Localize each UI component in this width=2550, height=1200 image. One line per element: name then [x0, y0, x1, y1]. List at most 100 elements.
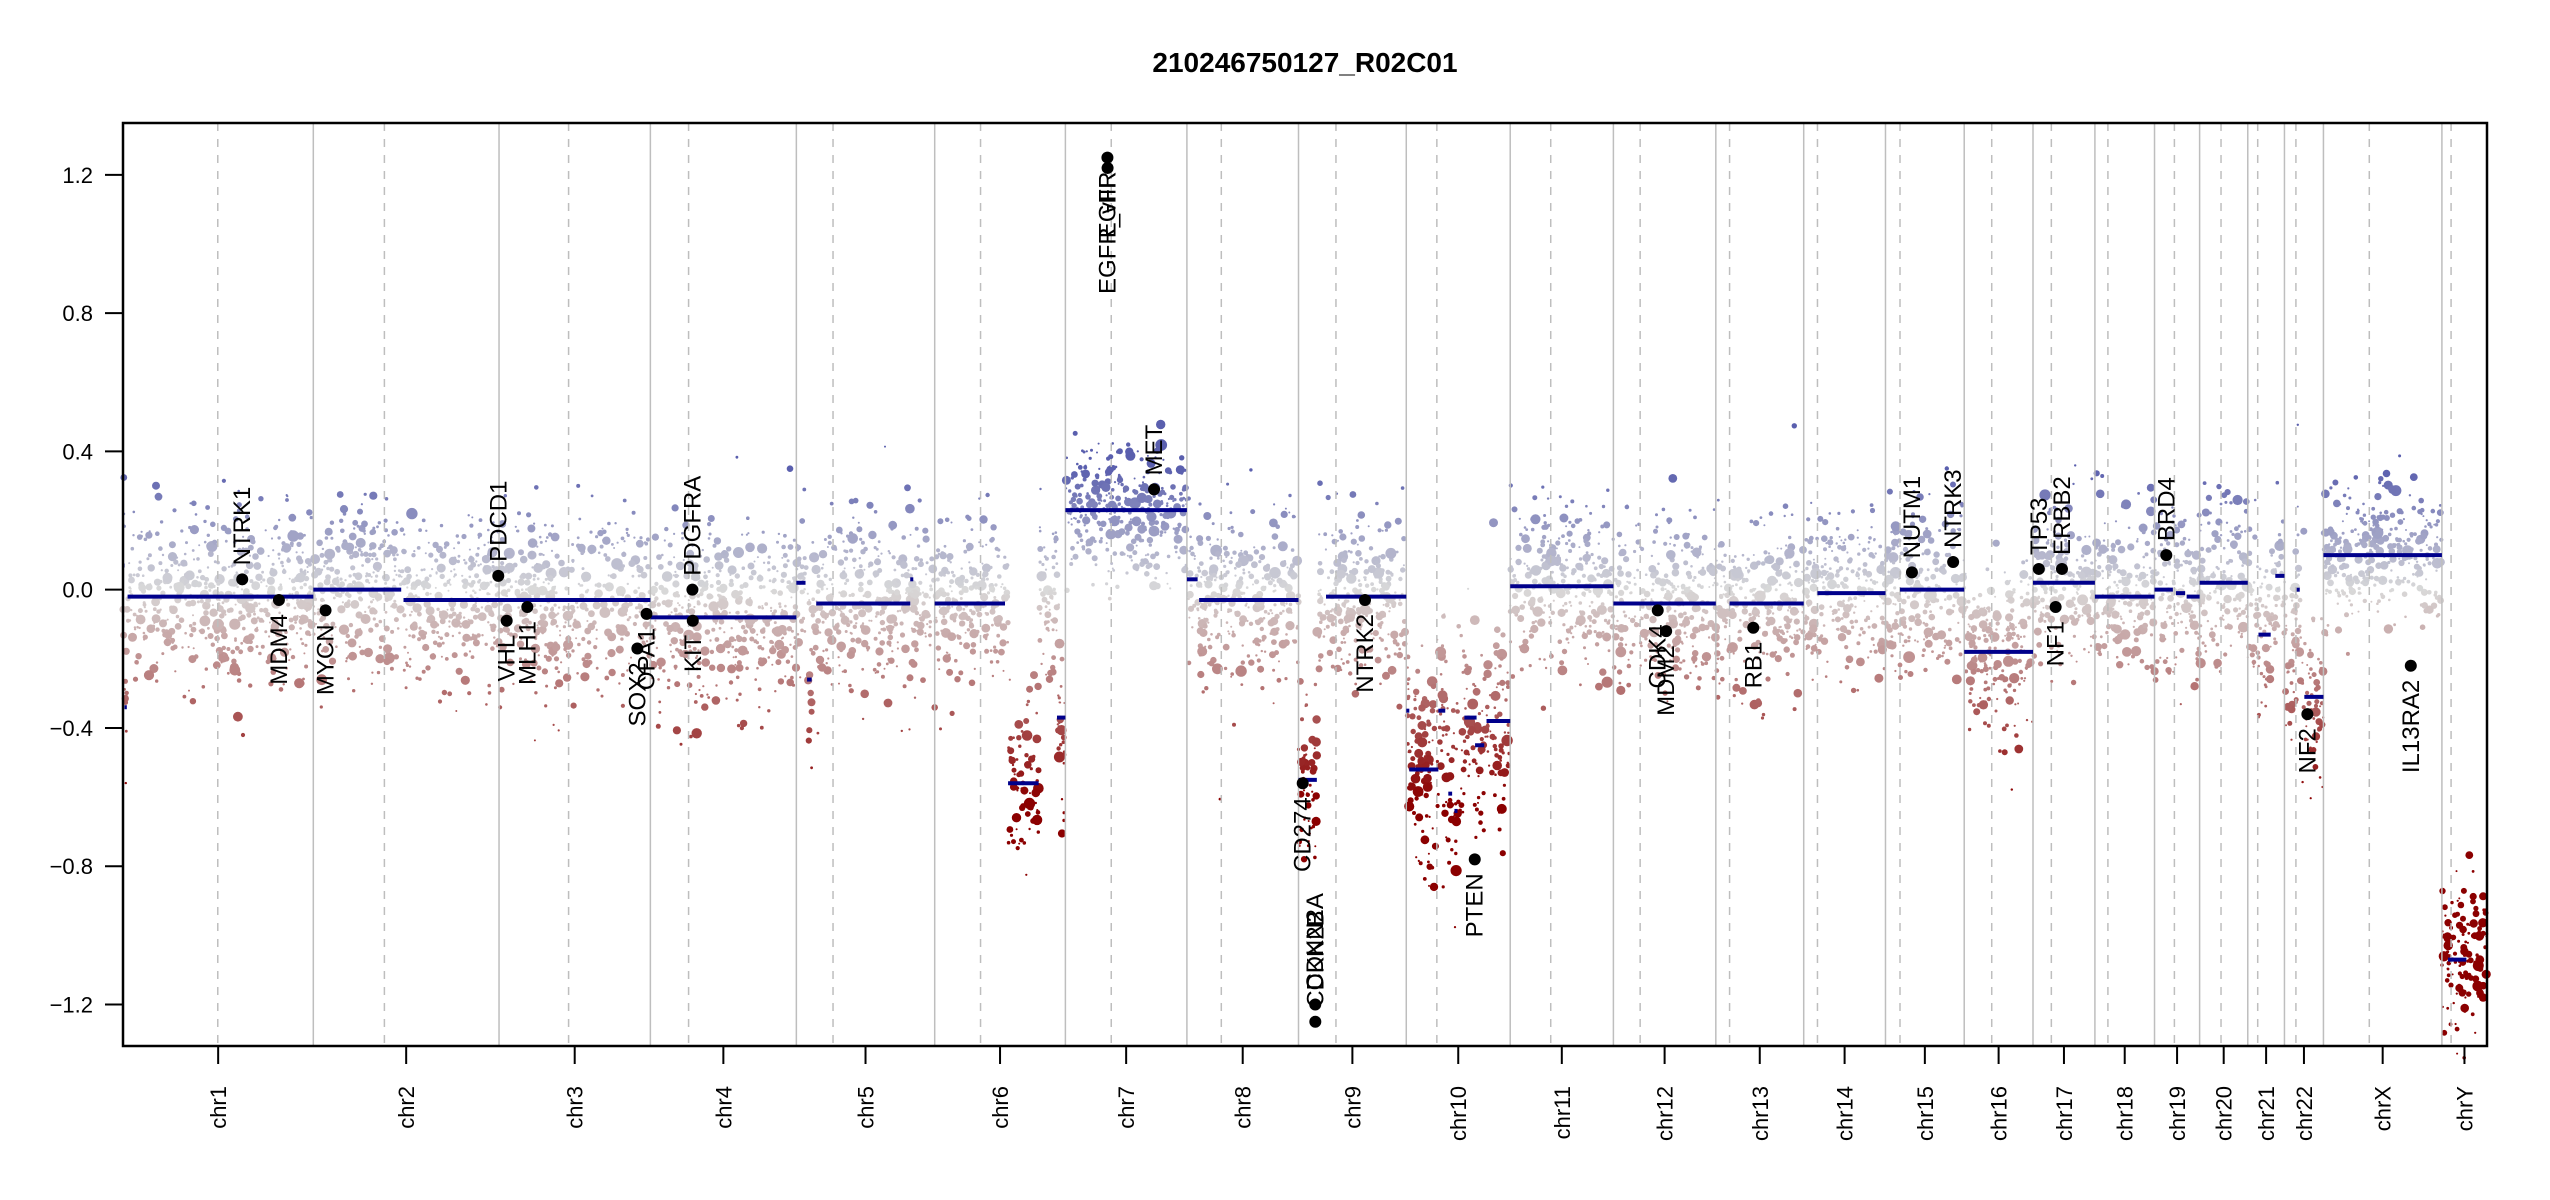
- probe-point: [929, 556, 935, 562]
- probe-point: [513, 624, 523, 633]
- probe-point: [1615, 627, 1618, 631]
- probe-point: [1165, 514, 1170, 520]
- probe-point: [968, 561, 971, 564]
- probe-point: [1385, 599, 1388, 602]
- probe-point: [1606, 621, 1611, 625]
- probe-point: [1166, 554, 1171, 559]
- probe-point: [406, 586, 409, 589]
- probe-point: [487, 683, 492, 688]
- probe-point: [1061, 475, 1071, 485]
- probe-point: [771, 645, 775, 649]
- probe-point: [130, 546, 135, 551]
- probe-point: [762, 585, 766, 589]
- probe-point: [568, 624, 572, 628]
- probe-point: [418, 677, 422, 681]
- probe-point: [1690, 565, 1693, 568]
- probe-point: [1593, 577, 1597, 581]
- probe-point: [1015, 828, 1018, 831]
- probe-point: [1449, 816, 1453, 820]
- probe-point: [236, 548, 245, 556]
- probe-point: [562, 605, 567, 609]
- probe-point: [173, 582, 185, 593]
- probe-point: [177, 569, 180, 572]
- probe-point: [210, 521, 216, 528]
- probe-point: [1154, 582, 1161, 590]
- probe-point: [784, 675, 787, 678]
- probe-point: [905, 592, 907, 595]
- probe-point: [744, 613, 756, 626]
- probe-point: [1737, 636, 1743, 642]
- probe-point: [1867, 656, 1870, 659]
- probe-point: [1317, 568, 1324, 576]
- probe-point: [866, 501, 874, 509]
- probe-point: [1158, 471, 1161, 475]
- probe-point: [1118, 528, 1126, 536]
- probe-point: [1769, 605, 1774, 609]
- probe-point: [1211, 572, 1217, 578]
- probe-point: [170, 645, 176, 651]
- probe-point: [365, 572, 369, 575]
- probe-point: [622, 630, 625, 634]
- probe-point: [1789, 566, 1792, 569]
- probe-point: [525, 572, 533, 580]
- probe-point: [1437, 725, 1442, 730]
- probe-point: [989, 537, 994, 543]
- probe-point: [281, 569, 287, 575]
- probe-point: [1226, 570, 1230, 574]
- probe-point: [149, 664, 159, 673]
- probe-point: [1015, 846, 1020, 851]
- probe-point: [753, 560, 756, 563]
- probe-point: [1471, 758, 1477, 764]
- probe-point: [939, 606, 949, 616]
- probe-point: [1325, 624, 1330, 629]
- probe-point: [1009, 833, 1014, 837]
- probe-point: [738, 620, 742, 624]
- probe-point: [950, 521, 953, 524]
- probe-point: [1051, 617, 1059, 624]
- probe-point: [909, 533, 912, 536]
- probe-point: [1386, 552, 1389, 556]
- probe-point: [1329, 609, 1333, 613]
- probe-point: [472, 589, 475, 593]
- probe-point: [1227, 594, 1230, 597]
- probe-point: [1558, 495, 1562, 499]
- probe-point: [981, 562, 984, 565]
- probe-point: [697, 649, 700, 652]
- probe-point: [1222, 643, 1230, 651]
- probe-point: [1793, 634, 1801, 641]
- probe-point: [1367, 565, 1376, 574]
- probe-point: [1245, 586, 1249, 589]
- probe-point: [834, 605, 839, 611]
- probe-point: [552, 723, 555, 727]
- probe-point: [337, 605, 346, 614]
- probe-point: [303, 533, 306, 537]
- probe-point: [1154, 576, 1158, 580]
- probe-point: [1116, 448, 1123, 455]
- probe-point: [877, 568, 883, 573]
- probe-point: [602, 536, 611, 545]
- probe-point: [1222, 545, 1228, 551]
- probe-point: [1565, 637, 1569, 641]
- probe-point: [132, 534, 135, 537]
- probe-point: [1258, 554, 1266, 561]
- probe-point: [1279, 560, 1287, 568]
- probe-point: [1053, 604, 1060, 611]
- probe-point: [729, 573, 732, 577]
- probe-point: [940, 618, 948, 626]
- probe-point: [1245, 602, 1248, 605]
- probe-point: [1581, 573, 1586, 578]
- probe-point: [361, 564, 364, 567]
- probe-point: [965, 615, 971, 622]
- probe-point: [1731, 584, 1735, 588]
- probe-point: [810, 650, 816, 656]
- probe-point: [1657, 562, 1660, 566]
- probe-point: [990, 604, 996, 610]
- probe-point: [958, 613, 966, 620]
- probe-point: [130, 608, 133, 612]
- probe-point: [253, 601, 258, 606]
- probe-point: [993, 596, 997, 599]
- probe-point: [1443, 725, 1451, 732]
- probe-point: [577, 642, 581, 647]
- probe-point: [667, 542, 673, 548]
- probe-point: [826, 546, 829, 548]
